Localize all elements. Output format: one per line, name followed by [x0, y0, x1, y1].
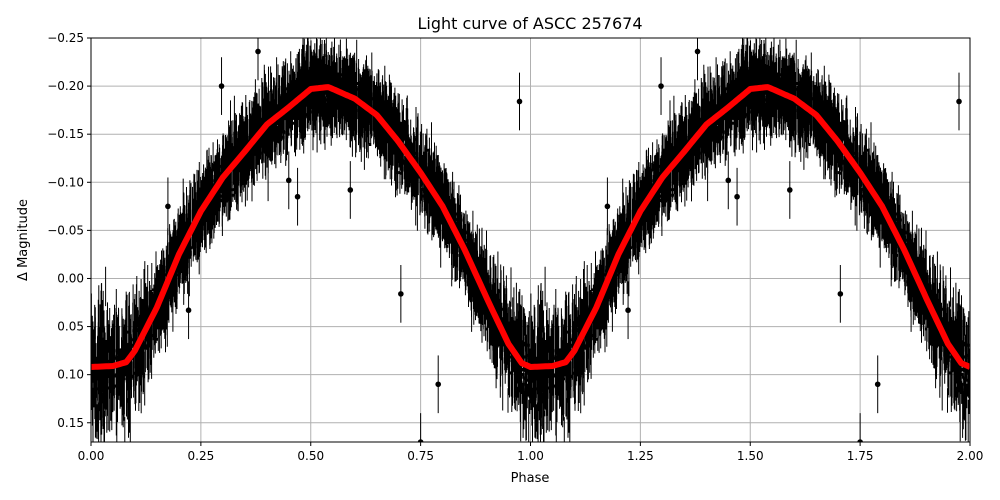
outlier-point	[165, 203, 171, 210]
outlier-point	[185, 307, 192, 314]
y-tick-label: 0.05	[57, 320, 84, 334]
outlier-point	[604, 203, 611, 210]
outlier-point	[347, 187, 354, 193]
y-tick-label: −0.25	[47, 31, 84, 45]
outlier-point	[694, 48, 701, 55]
y-tick-label: −0.15	[47, 127, 84, 141]
outlier-point	[725, 177, 732, 184]
y-axis-ticks: −0.25 −0.20 −0.15 −0.10 −0.05 0.00 0.05 0.10 0.1…	[47, 31, 91, 430]
outlier-point	[285, 177, 292, 184]
outlier-point	[787, 187, 793, 193]
x-tick-label: 0.25	[188, 449, 215, 463]
outlier-point	[658, 83, 664, 89]
x-tick-label: 1.00	[517, 449, 544, 463]
y-tick-label: 0.00	[57, 271, 84, 285]
x-tick-label: 1.50	[737, 449, 764, 463]
outlier-point	[837, 291, 844, 297]
outlier-point	[956, 98, 962, 105]
outlier-point	[734, 193, 740, 200]
outlier-point	[874, 381, 881, 388]
outlier-point	[516, 98, 523, 105]
x-tick-label: 1.75	[847, 449, 874, 463]
y-axis-label: Δ Magnitude	[16, 199, 31, 281]
x-tick-label: 1.25	[627, 449, 654, 463]
y-tick-label: −0.05	[47, 223, 84, 237]
outlier-point	[625, 307, 631, 314]
model-curve	[91, 84, 970, 370]
x-tick-label: 0.50	[297, 449, 324, 463]
x-tick-label: 2.00	[957, 449, 984, 463]
x-axis-label: Phase	[511, 471, 550, 486]
y-tick-label: −0.10	[47, 175, 84, 189]
y-tick-label: 0.15	[57, 416, 84, 430]
outlier-point	[435, 381, 442, 388]
outlier-point	[857, 439, 863, 442]
outlier-point	[398, 291, 404, 297]
x-axis-ticks: 0.00 0.25 0.50 0.75 1.00 1.25 1.50 1.75 2.00	[78, 442, 984, 463]
outlier-point	[294, 193, 301, 200]
model-curve-line	[91, 84, 970, 370]
chart-title: Light curve of ASCC 257674	[417, 14, 642, 33]
x-tick-label: 0.00	[78, 449, 105, 463]
x-tick-label: 0.75	[407, 449, 434, 463]
outlier-point	[255, 48, 261, 55]
y-tick-label: 0.10	[57, 368, 84, 382]
outlier-point	[218, 83, 225, 89]
outlier-point	[417, 439, 424, 442]
y-tick-label: −0.20	[47, 79, 84, 93]
